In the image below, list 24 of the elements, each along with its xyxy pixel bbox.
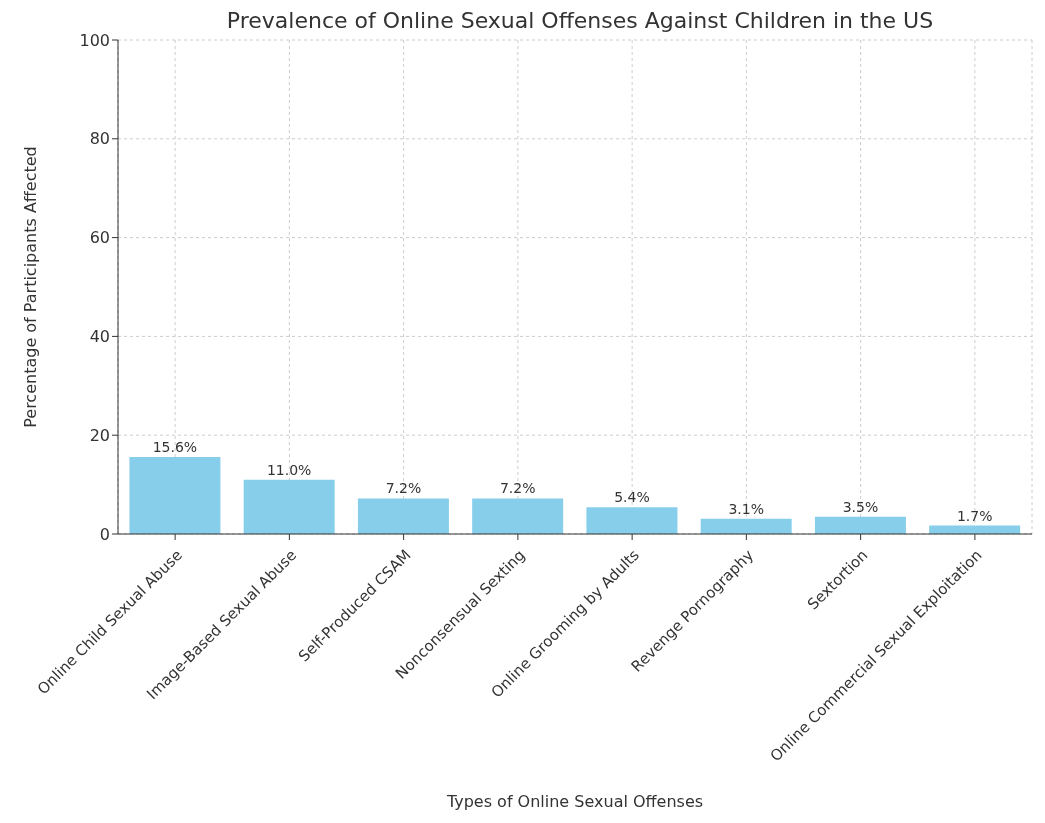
data-label: 7.2% (385, 480, 422, 497)
bar (357, 498, 449, 534)
data-label: 7.2% (499, 480, 536, 497)
data-label: 3.5% (842, 498, 879, 515)
bar (129, 456, 221, 534)
y-tick-label: 20 (89, 425, 110, 445)
y-tick-label: 80 (89, 129, 110, 149)
bar (700, 518, 792, 534)
bar (243, 479, 335, 534)
data-label: 1.7% (956, 507, 993, 524)
y-tick-label: 0 (99, 524, 110, 544)
data-label: 5.4% (614, 489, 650, 506)
bar (472, 498, 564, 534)
data-label: 11.0% (266, 461, 312, 478)
x-axis-title: Types of Online Sexual Offenses (445, 792, 704, 811)
y-tick-label: 100 (79, 30, 110, 50)
data-label: 3.1% (728, 500, 764, 517)
bar (814, 516, 906, 534)
y-axis-title: Percentage of Participants Affected (20, 146, 40, 428)
bar (586, 507, 678, 534)
data-label: 15.6% (152, 438, 198, 455)
y-tick-label: 40 (89, 327, 110, 347)
chart-title: Prevalence of Online Sexual Offenses Against Children in the US (225, 8, 935, 33)
y-tick-label: 60 (89, 228, 110, 248)
